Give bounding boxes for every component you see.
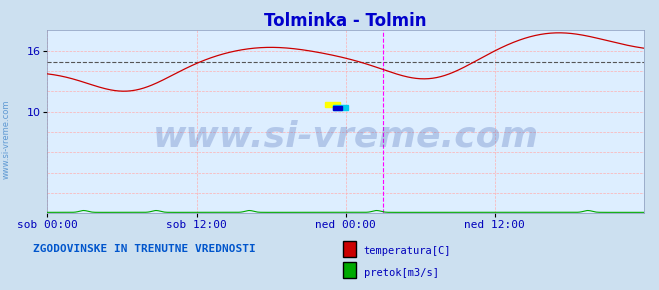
Bar	[333, 106, 342, 110]
Bar	[333, 105, 347, 110]
Text: temperatura[C]: temperatura[C]	[364, 246, 451, 256]
Text: pretok[m3/s]: pretok[m3/s]	[364, 268, 439, 278]
Bar	[325, 102, 339, 107]
Text: www.si-vreme.com: www.si-vreme.com	[2, 99, 11, 179]
Text: www.si-vreme.com: www.si-vreme.com	[153, 119, 538, 153]
Text: ZGODOVINSKE IN TRENUTNE VREDNOSTI: ZGODOVINSKE IN TRENUTNE VREDNOSTI	[33, 244, 256, 254]
Title: Tolminka - Tolmin: Tolminka - Tolmin	[264, 12, 427, 30]
